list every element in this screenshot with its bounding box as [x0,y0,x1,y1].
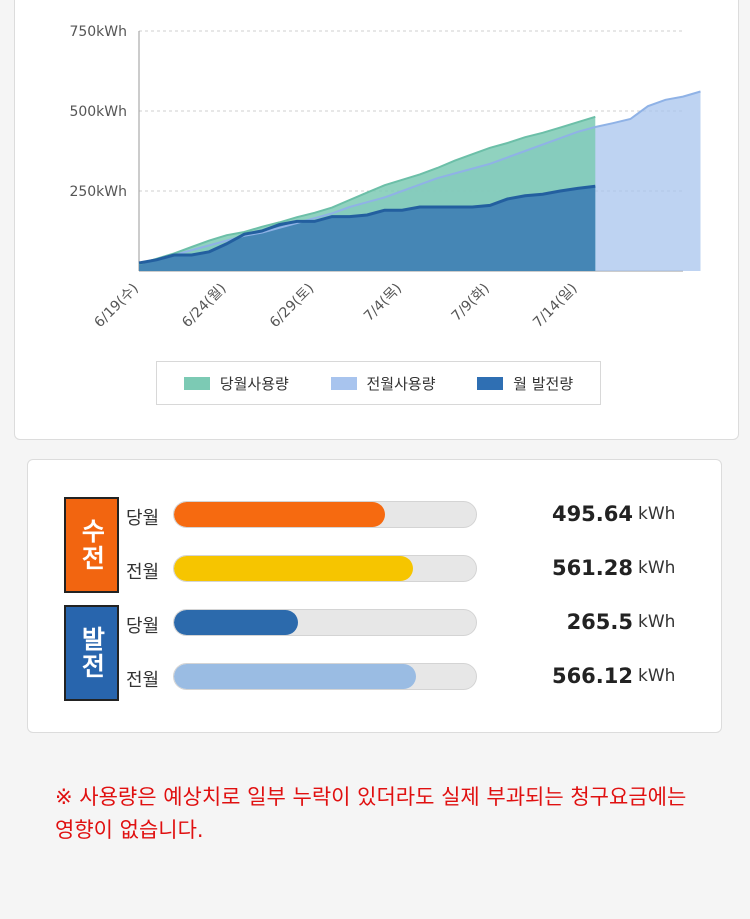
generate-previous-row: 전월 566.12 kWh [28,660,721,694]
current-usage-line [138,115,596,265]
legend-label: 월 발전량 [513,374,574,393]
legend-item-previous-usage[interactable]: 전월사용량 [330,373,436,394]
receive-badge: 수전 [64,497,119,593]
receive-previous-row: 전월 561.28 kWh [28,552,721,586]
usage-bar-track [173,663,477,690]
usage-bar-track [173,609,477,636]
row-label: 당월 [126,508,160,529]
legend-swatch [330,376,357,390]
row-label: 전월 [126,670,160,691]
x-tick-label: 6/19(수) [91,281,141,331]
y-tick-label: 750kWh [69,24,127,40]
row-label: 당월 [126,616,160,637]
generate-current-row: 당월 265.5 kWh [28,606,721,640]
y-tick-label: 500kWh [69,104,127,120]
legend-swatch [183,376,210,390]
usage-unit: kWh [638,666,676,686]
legend-swatch [477,376,504,390]
usage-unit: kWh [638,612,676,632]
legend-label: 전월사용량 [366,374,436,393]
usage-bar-track [173,501,477,528]
x-tick-label: 7/9(화) [449,281,493,325]
usage-value: 265.5 [566,610,633,634]
usage-value: 561.28 [551,556,633,580]
row-label: 전월 [126,562,160,583]
generate-badge: 발전 [64,605,119,701]
usage-notice: ※ 사용량은 예상치로 일부 누락이 있더라도 실제 부과되는 청구요금에는 영… [55,785,687,842]
legend-label: 당월사용량 [219,374,289,393]
legend-item-generation[interactable]: 월 발전량 [477,373,573,394]
generation-line [138,184,596,265]
usage-bar-fill [174,610,298,635]
x-tick-label: 7/4(목) [361,281,405,325]
usage-chart-card: 750kWh 500kWh 250kWh 6/19(수) 6/24(월) 6/29(토) 7… [14,0,739,440]
usage-summary-card: 수전 발전 당월 495.64 kWh 전월 561.28 kWh 당월 265… [27,459,722,733]
legend-item-current-usage[interactable]: 당월사용량 [183,373,289,394]
chart-legend: 당월사용량 전월사용량 월 발전량 [156,361,601,405]
receive-current-row: 당월 495.64 kWh [28,498,721,532]
x-tick-label: 6/24(월) [179,281,229,331]
usage-unit: kWh [638,504,676,524]
usage-unit: kWh [638,558,676,578]
usage-value: 566.12 [551,664,633,688]
usage-bar-fill [174,664,416,689]
usage-bar-track [173,555,477,582]
x-tick-label: 6/29(토) [267,281,317,331]
x-tick-label: 7/14(일) [530,281,580,331]
usage-bar-fill [174,556,413,581]
usage-area-chart: 750kWh 500kWh 250kWh 6/19(수) 6/24(월) 6/29(토) 7… [69,24,701,331]
usage-value: 495.64 [551,502,633,526]
y-tick-label: 250kWh [69,184,127,200]
usage-bar-fill [174,502,386,527]
